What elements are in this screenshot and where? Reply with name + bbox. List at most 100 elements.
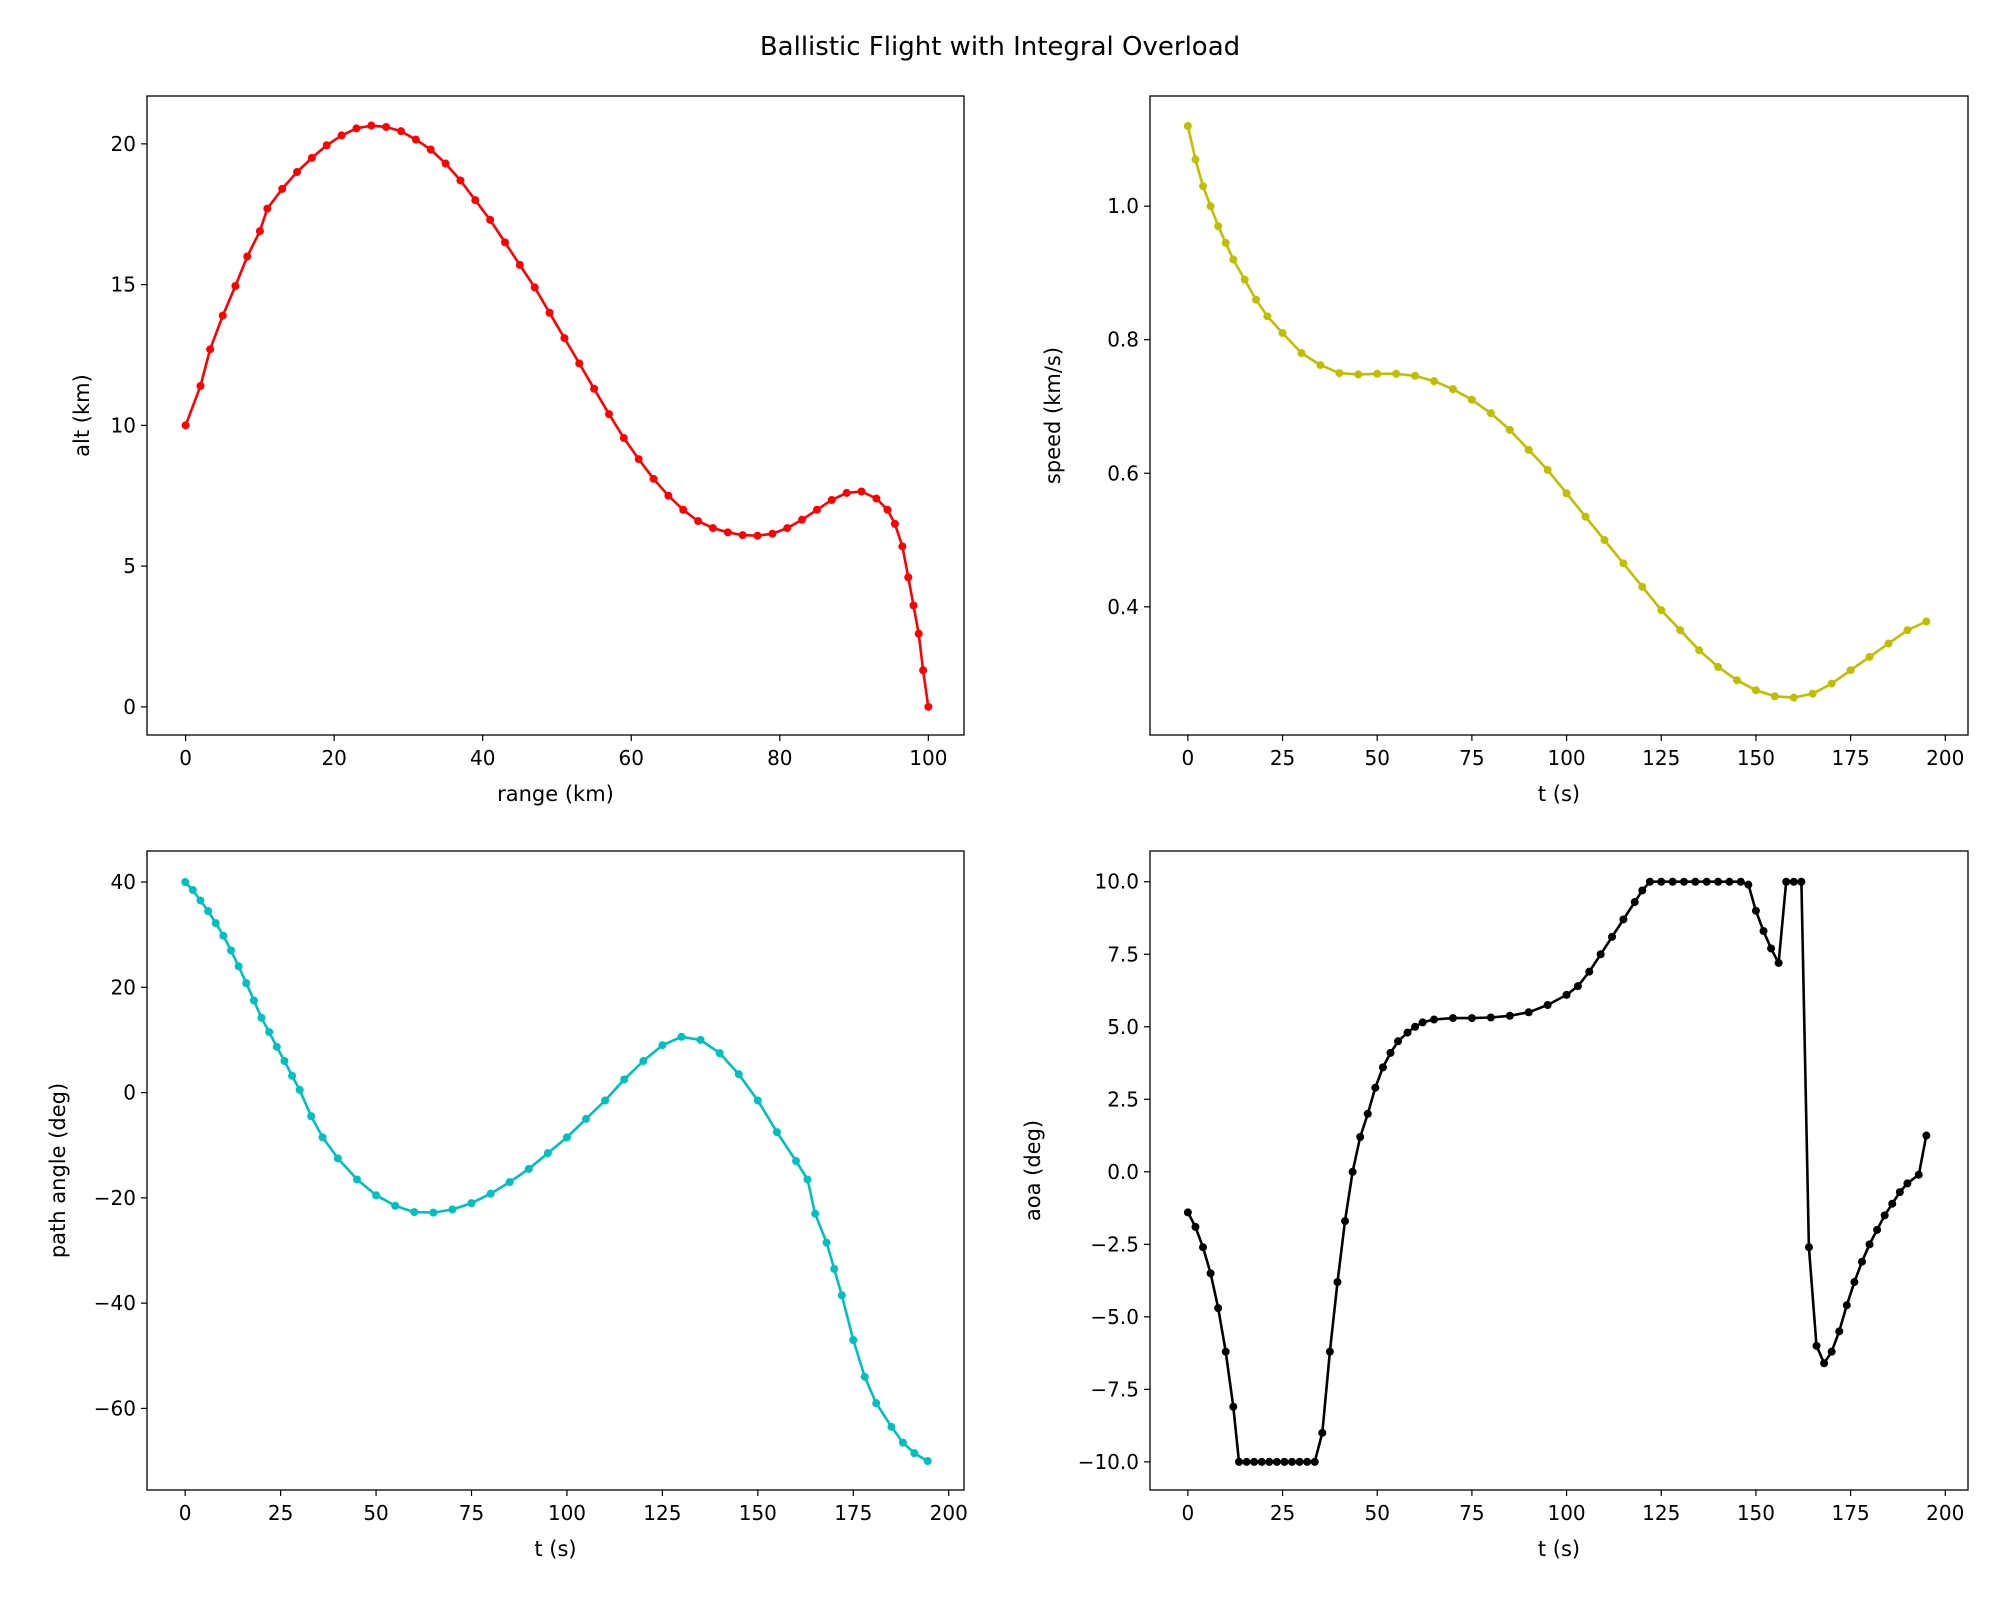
data-point <box>486 1189 495 1198</box>
y-tick: 7.5 <box>1107 942 1150 966</box>
data-point <box>322 141 331 150</box>
axes-frame <box>146 95 965 736</box>
data-point <box>1736 877 1745 886</box>
data-point <box>904 573 913 582</box>
data-point <box>1880 1211 1889 1220</box>
x-tick-label: 150 <box>1737 1501 1775 1525</box>
data-point <box>677 1032 686 1041</box>
y-tick: 5.0 <box>1107 1015 1150 1039</box>
x-tick: 200 <box>1926 735 1964 770</box>
data-point <box>524 1164 533 1173</box>
x-tick-label: 75 <box>1459 746 1484 770</box>
aoa-vs-time-axes: 0 25 50 75 100 125 150 175 200 −10.0 −7.5 −5.0 −2.5 0… <box>1021 850 1969 1561</box>
x-tick-label: 80 <box>767 746 792 770</box>
y-axis-label: alt (km) <box>70 374 94 457</box>
y-tick: 10.0 <box>1094 870 1150 894</box>
x-tick: 25 <box>1270 735 1295 770</box>
data-point <box>1371 1083 1380 1092</box>
data-point <box>441 159 450 168</box>
data-point <box>827 495 836 504</box>
y-tick: 0.6 <box>1107 461 1150 485</box>
data-point <box>634 455 643 464</box>
y-tick-label: 2.5 <box>1107 1087 1139 1111</box>
y-tick-label: −5.0 <box>1090 1305 1139 1329</box>
data-point <box>318 1133 327 1142</box>
y-tick-label: 7.5 <box>1107 942 1139 966</box>
data-point <box>604 410 613 419</box>
data-point <box>204 907 213 916</box>
data-point <box>486 215 495 224</box>
x-tick: 50 <box>1364 1490 1390 1525</box>
data-point <box>1573 982 1582 991</box>
data-point <box>1638 886 1647 895</box>
data-point <box>842 488 851 497</box>
data-point <box>372 1191 381 1200</box>
data-point <box>1240 275 1249 284</box>
x-tick: 150 <box>739 1490 777 1525</box>
x-tick: 125 <box>643 1490 681 1525</box>
data-point <box>919 666 928 675</box>
data-point <box>575 359 584 368</box>
data-point <box>1835 1327 1844 1336</box>
data-point <box>1505 425 1514 434</box>
data-point <box>242 979 251 988</box>
data-point <box>1581 512 1590 521</box>
y-tick-label: 0 <box>123 695 136 719</box>
data-point <box>272 1042 281 1051</box>
data-point <box>890 519 899 528</box>
data-point <box>505 1178 514 1187</box>
data-point <box>530 283 539 292</box>
y-tick: 2.5 <box>1107 1087 1150 1111</box>
data-point <box>1767 944 1776 953</box>
data-point <box>429 1208 438 1217</box>
x-tick-label: 100 <box>1547 1501 1585 1525</box>
data-point <box>234 962 243 971</box>
data-point <box>658 1041 667 1050</box>
data-point <box>1335 369 1344 378</box>
data-point <box>1297 349 1306 358</box>
data-point <box>307 1112 316 1121</box>
data-point <box>1303 1457 1312 1466</box>
y-tick-label: 1.0 <box>1107 194 1139 218</box>
y-tick: 40 <box>111 870 147 894</box>
data-point <box>1600 536 1609 545</box>
data-point <box>1486 1013 1495 1022</box>
data-point <box>219 931 228 940</box>
data-point <box>837 1291 846 1300</box>
x-tick-label: 25 <box>1270 746 1295 770</box>
x-tick: 175 <box>834 1490 872 1525</box>
x-tick-label: 50 <box>1364 746 1389 770</box>
data-point <box>898 1438 907 1447</box>
y-tick-label: 15 <box>111 273 136 297</box>
x-tick-label: 0 <box>1182 1501 1195 1525</box>
data-point <box>1619 915 1628 924</box>
x-tick: 0 <box>1182 1490 1195 1525</box>
x-tick-label: 100 <box>909 746 947 770</box>
x-tick: 60 <box>619 735 644 770</box>
x-tick: 100 <box>1547 1490 1586 1525</box>
data-point <box>448 1205 457 1214</box>
data-point <box>1865 1240 1874 1249</box>
y-tick: 0 <box>123 695 147 719</box>
y-tick: −20 <box>94 1186 147 1210</box>
axes-frame <box>1149 850 1969 1491</box>
data-point <box>562 1133 571 1142</box>
x-tick: 0 <box>179 735 192 770</box>
data-point <box>857 487 866 496</box>
data-point <box>619 434 628 443</box>
y-tick: 0.4 <box>1107 595 1150 619</box>
y-tick-label: 10.0 <box>1094 870 1139 894</box>
data-point <box>1922 617 1931 626</box>
x-tick: 150 <box>1737 1490 1775 1525</box>
data-point <box>1265 1457 1274 1466</box>
data-point <box>337 131 346 140</box>
data-point <box>1638 582 1647 591</box>
data-point <box>1403 1028 1412 1037</box>
data-point <box>1411 371 1420 380</box>
data-point <box>792 1157 801 1166</box>
data-point <box>1214 1304 1223 1313</box>
data-point <box>293 168 302 177</box>
data-point <box>734 1070 743 1079</box>
x-tick: 175 <box>1832 1490 1870 1525</box>
data-point <box>196 381 205 390</box>
